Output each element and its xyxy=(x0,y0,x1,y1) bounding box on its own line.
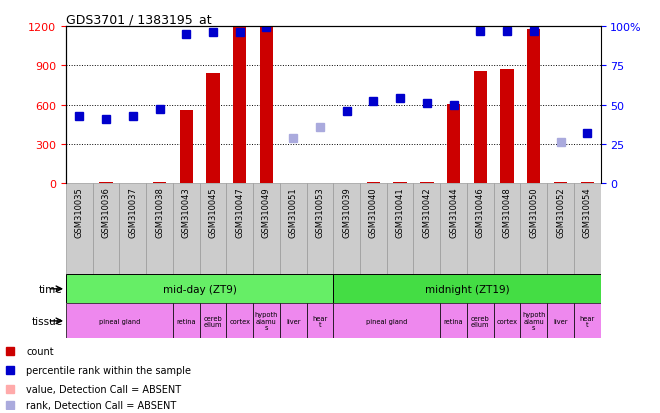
Bar xyxy=(521,304,547,339)
Bar xyxy=(494,184,521,275)
Text: liver: liver xyxy=(286,318,300,324)
Text: cereb
ellum: cereb ellum xyxy=(471,315,490,328)
Bar xyxy=(333,304,440,339)
Text: GSM310048: GSM310048 xyxy=(502,187,512,237)
Text: GSM310041: GSM310041 xyxy=(395,187,405,237)
Bar xyxy=(92,184,119,275)
Bar xyxy=(66,304,173,339)
Bar xyxy=(226,184,253,275)
Bar xyxy=(286,183,300,184)
Bar xyxy=(547,184,574,275)
Text: GDS3701 / 1383195_at: GDS3701 / 1383195_at xyxy=(66,13,212,26)
Text: GSM310046: GSM310046 xyxy=(476,187,485,237)
Text: GSM310035: GSM310035 xyxy=(75,187,84,237)
Bar xyxy=(500,70,513,184)
Bar xyxy=(314,183,327,184)
Bar xyxy=(226,304,253,339)
Text: liver: liver xyxy=(553,318,568,324)
Bar xyxy=(360,184,387,275)
Text: pineal gland: pineal gland xyxy=(366,318,407,324)
Text: cereb
ellum: cereb ellum xyxy=(204,315,222,328)
Text: GSM310039: GSM310039 xyxy=(342,187,351,237)
Bar xyxy=(153,183,166,184)
Bar xyxy=(393,183,407,184)
Text: percentile rank within the sample: percentile rank within the sample xyxy=(26,365,191,375)
Bar xyxy=(73,183,86,184)
Bar xyxy=(494,304,521,339)
Text: cortex: cortex xyxy=(496,318,517,324)
Text: value, Detection Call = ABSENT: value, Detection Call = ABSENT xyxy=(26,384,182,394)
Text: GSM310050: GSM310050 xyxy=(529,187,539,237)
Bar xyxy=(547,304,574,339)
Bar xyxy=(100,183,113,184)
Bar xyxy=(413,184,440,275)
Bar xyxy=(307,304,333,339)
Text: GSM310051: GSM310051 xyxy=(288,187,298,237)
Text: GSM310040: GSM310040 xyxy=(369,187,378,237)
Bar xyxy=(467,304,494,339)
Text: GSM310042: GSM310042 xyxy=(422,187,432,237)
Bar xyxy=(253,304,280,339)
Text: GSM310045: GSM310045 xyxy=(209,187,218,237)
Bar xyxy=(253,184,280,275)
Bar xyxy=(527,29,541,184)
Bar xyxy=(340,183,353,184)
Bar xyxy=(574,304,601,339)
Text: hypoth
alamu
s: hypoth alamu s xyxy=(255,312,278,330)
Text: GSM310054: GSM310054 xyxy=(583,187,592,237)
Text: midnight (ZT19): midnight (ZT19) xyxy=(424,284,510,294)
Bar xyxy=(467,184,494,275)
Text: GSM310044: GSM310044 xyxy=(449,187,458,237)
Text: GSM310036: GSM310036 xyxy=(102,187,111,237)
Bar xyxy=(447,104,460,184)
Text: count: count xyxy=(26,347,54,356)
Bar xyxy=(333,275,601,304)
Bar xyxy=(260,27,273,184)
Text: pineal gland: pineal gland xyxy=(99,318,140,324)
Bar xyxy=(420,183,434,184)
Text: tissue: tissue xyxy=(32,316,63,326)
Text: GSM310052: GSM310052 xyxy=(556,187,565,237)
Bar xyxy=(581,183,594,184)
Text: GSM310049: GSM310049 xyxy=(262,187,271,237)
Bar xyxy=(66,184,92,275)
Bar xyxy=(280,304,307,339)
Bar xyxy=(440,184,467,275)
Text: GSM310043: GSM310043 xyxy=(182,187,191,237)
Bar xyxy=(200,184,226,275)
Text: time: time xyxy=(39,284,63,294)
Bar xyxy=(180,111,193,184)
Bar xyxy=(574,184,601,275)
Text: cortex: cortex xyxy=(229,318,250,324)
Bar xyxy=(173,304,200,339)
Bar xyxy=(207,74,220,184)
Text: GSM310047: GSM310047 xyxy=(235,187,244,237)
Text: hear
t: hear t xyxy=(312,315,327,328)
Bar xyxy=(126,183,139,184)
Text: rank, Detection Call = ABSENT: rank, Detection Call = ABSENT xyxy=(26,400,177,411)
Text: retina: retina xyxy=(176,318,196,324)
Text: retina: retina xyxy=(444,318,463,324)
Bar xyxy=(119,184,147,275)
Bar xyxy=(66,275,333,304)
Bar xyxy=(521,184,547,275)
Text: mid-day (ZT9): mid-day (ZT9) xyxy=(163,284,236,294)
Bar xyxy=(233,28,246,184)
Bar xyxy=(173,184,200,275)
Bar xyxy=(440,304,467,339)
Bar xyxy=(147,184,173,275)
Bar xyxy=(333,184,360,275)
Bar xyxy=(307,184,333,275)
Text: GSM310038: GSM310038 xyxy=(155,187,164,237)
Bar xyxy=(280,184,307,275)
Bar xyxy=(474,71,487,184)
Bar xyxy=(554,183,567,184)
Text: GSM310053: GSM310053 xyxy=(315,187,325,237)
Bar xyxy=(367,183,380,184)
Text: GSM310037: GSM310037 xyxy=(128,187,137,237)
Text: hypoth
alamu
s: hypoth alamu s xyxy=(522,312,545,330)
Bar xyxy=(387,184,413,275)
Bar xyxy=(200,304,226,339)
Text: hear
t: hear t xyxy=(579,315,595,328)
